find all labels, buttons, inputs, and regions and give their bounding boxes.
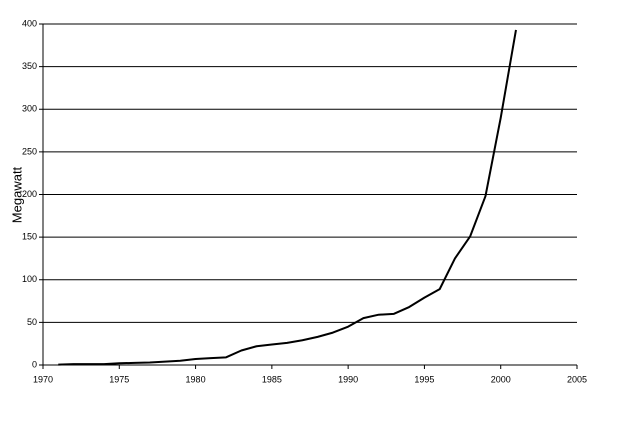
x-tick-label: 1975 bbox=[109, 374, 129, 384]
x-tick-label: 1970 bbox=[33, 374, 53, 384]
y-axis-title: Megawatt bbox=[9, 166, 24, 223]
y-tick-label: 150 bbox=[22, 232, 37, 242]
x-tick-label: 1995 bbox=[414, 374, 434, 384]
y-tick-label: 200 bbox=[22, 189, 37, 199]
y-tick-label: 350 bbox=[22, 61, 37, 71]
x-tick-label: 1980 bbox=[186, 374, 206, 384]
x-tick-label: 2005 bbox=[567, 374, 587, 384]
y-tick-label: 0 bbox=[32, 359, 37, 369]
y-tick-label: 400 bbox=[22, 18, 37, 28]
x-tick-label: 2000 bbox=[491, 374, 511, 384]
x-tick-label: 1990 bbox=[338, 374, 358, 384]
y-tick-label: 300 bbox=[22, 104, 37, 114]
line bbox=[58, 29, 517, 366]
y-tick-label: 50 bbox=[27, 317, 37, 327]
y-tick-label: 250 bbox=[22, 146, 37, 156]
y-tick-label: 100 bbox=[22, 274, 37, 284]
x-tick-label: 1985 bbox=[262, 374, 282, 384]
